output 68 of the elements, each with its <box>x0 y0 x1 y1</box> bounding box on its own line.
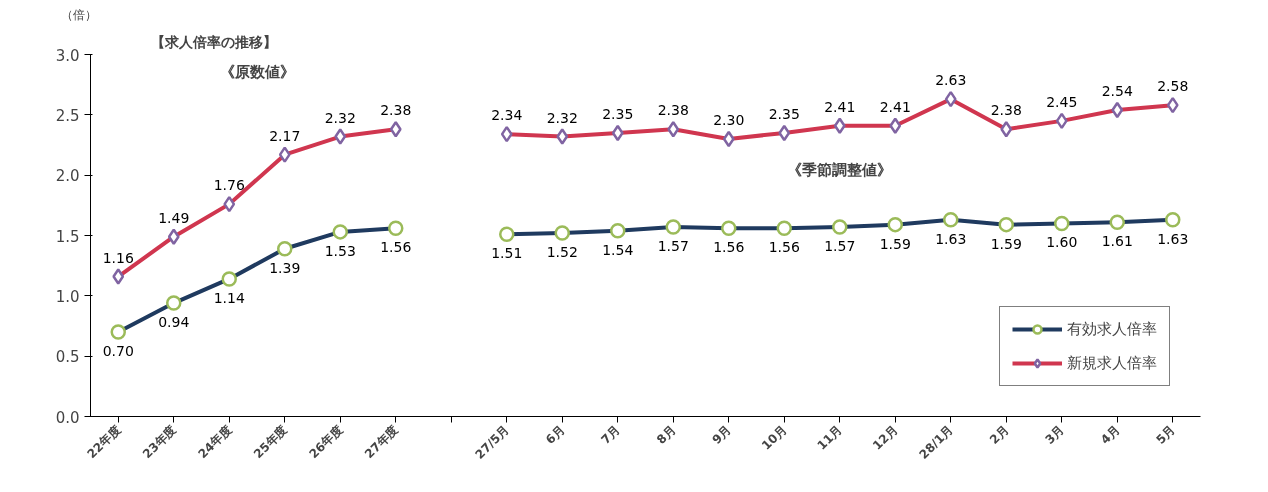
y-tick-label: 2.5 <box>55 106 80 125</box>
data-label: 1.59 <box>990 235 1022 252</box>
data-label: 2.35 <box>602 105 634 122</box>
y-tick-label: 3.0 <box>55 46 80 65</box>
x-tick-label: 11月 <box>814 422 845 453</box>
x-tick-label: 7月 <box>598 422 623 447</box>
data-label: 2.35 <box>768 105 800 122</box>
data-label: 1.76 <box>213 177 245 194</box>
annotation: 《季節調整値》 <box>787 160 893 179</box>
x-tick-label: 3月 <box>1042 422 1067 447</box>
data-label: 2.38 <box>380 102 412 119</box>
y-tick-label: 2.0 <box>55 167 80 186</box>
data-label: 1.57 <box>824 238 856 255</box>
data-label: 1.56 <box>768 239 800 256</box>
x-tick-label: 27年度 <box>362 422 401 462</box>
data-label: 2.38 <box>990 102 1022 119</box>
data-label: 2.38 <box>657 102 689 119</box>
x-tick-label: 22年度 <box>84 422 124 462</box>
x-tick-label: 5月 <box>1153 422 1178 447</box>
data-label: 2.58 <box>1157 78 1189 95</box>
x-tick-label: 6月 <box>542 422 568 447</box>
y-tick-label: 0.0 <box>55 408 80 427</box>
data-label: 1.53 <box>324 242 356 259</box>
x-tick-label: 24年度 <box>195 422 235 462</box>
data-label: 1.54 <box>602 241 634 258</box>
data-label: 1.39 <box>269 259 301 276</box>
data-label: 2.41 <box>879 98 911 115</box>
data-label: 2.45 <box>1046 93 1078 110</box>
annotation: 《原数値》 <box>219 63 295 82</box>
y-tick-label: 1.5 <box>55 227 80 246</box>
data-label: 1.63 <box>935 230 967 247</box>
data-label: 2.63 <box>935 72 967 89</box>
x-tick-label: 23年度 <box>140 422 179 462</box>
x-tick-label: 26年度 <box>306 422 346 462</box>
y-axis-title: （倍） <box>60 7 97 22</box>
x-tick-label: 4月 <box>1097 422 1123 447</box>
legend-label: 新規求人倍率 <box>1067 353 1157 373</box>
data-label: 0.94 <box>158 314 190 331</box>
data-label: 1.14 <box>213 289 245 306</box>
data-label: 1.49 <box>158 209 190 226</box>
data-label: 1.61 <box>1101 233 1133 250</box>
data-label: 0.70 <box>102 343 134 360</box>
data-label: 1.59 <box>879 235 911 252</box>
data-label: 1.51 <box>491 245 523 262</box>
x-tick-label: 9月 <box>709 422 734 447</box>
x-tick-label: 25年度 <box>251 422 290 462</box>
y-tick-label: 1.0 <box>55 287 80 306</box>
x-tick-label: 2月 <box>986 422 1012 447</box>
data-label: 1.63 <box>1157 230 1189 247</box>
data-label: 2.32 <box>324 109 356 126</box>
x-tick-label: 8月 <box>653 422 679 447</box>
data-label: 1.56 <box>713 239 745 256</box>
data-label: 2.34 <box>491 107 523 124</box>
data-label: 1.52 <box>546 244 578 261</box>
data-label: 2.32 <box>546 109 578 126</box>
data-label: 1.57 <box>657 238 689 255</box>
data-label: 2.41 <box>824 98 856 115</box>
data-label: 2.54 <box>1101 83 1133 100</box>
data-label: 1.56 <box>380 239 412 256</box>
data-label: 2.30 <box>713 111 745 128</box>
data-label: 1.16 <box>102 249 134 266</box>
data-label: 2.17 <box>269 127 301 144</box>
data-label: 1.60 <box>1046 234 1078 251</box>
legend-label: 有効求人倍率 <box>1067 319 1157 339</box>
x-tick-label: 10月 <box>759 422 790 453</box>
chart-title: 【求人倍率の推移】 <box>150 33 277 50</box>
x-tick-label: 12月 <box>870 422 901 453</box>
y-tick-label: 0.5 <box>55 348 80 367</box>
